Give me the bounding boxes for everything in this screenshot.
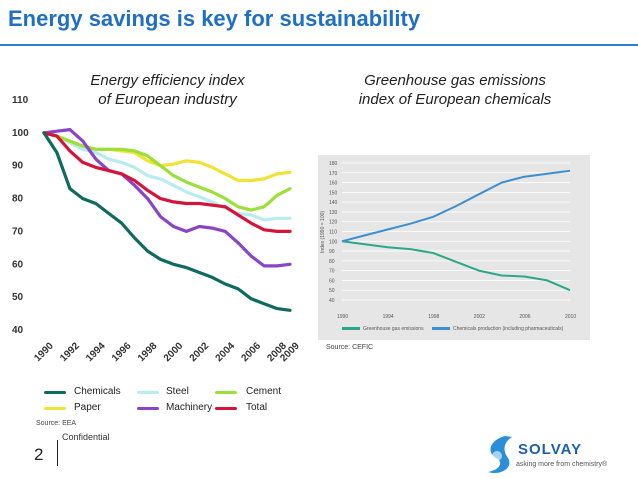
y-tick-label: 50 [12, 292, 24, 303]
x-tick-label: 2006 [240, 340, 264, 364]
legend-label-steel: Steel [166, 386, 189, 397]
logo-tagline: asking more from chemistry® [516, 461, 608, 468]
y-tick-label: 90 [12, 161, 24, 172]
legend-label-total: Total [246, 402, 268, 413]
y-tick-label: 160 [329, 181, 338, 187]
y-tick-label: 110 [329, 230, 337, 236]
x-tick-label: 2006 [519, 314, 530, 320]
right-chart-title-line2: index of European chemicals [358, 91, 552, 108]
x-tick-label: 1998 [136, 340, 160, 364]
x-tick-label: 1996 [110, 340, 134, 364]
x-tick-label: 1994 [84, 340, 108, 364]
x-tick-label: 1992 [58, 340, 82, 364]
y-tick-label: 40 [329, 298, 335, 304]
y-tick-label: 60 [329, 278, 335, 284]
right-chart-panel [318, 155, 590, 340]
y-tick-label: 80 [12, 194, 24, 205]
series-line-greenhouse-gas-emissions [341, 240, 571, 292]
series-line-steel [42, 131, 292, 222]
x-tick-label: 2002 [188, 340, 212, 364]
series-line-chemicals-production-including-pharmaceuticals [341, 169, 571, 243]
left-chart-title-line2: of European industry [98, 91, 237, 108]
legend-label-paper: Paper [74, 402, 101, 413]
x-tick-label: 1998 [428, 314, 439, 320]
y-tick-label: 50 [329, 288, 335, 294]
legend-label-chem-prod: Chemicals production (including pharmace… [453, 326, 564, 332]
legend-label-chemicals: Chemicals [74, 386, 121, 397]
y-tick-label: 120 [329, 220, 338, 226]
legend-label-machinery: Machinery [166, 402, 213, 413]
page-number: 2 [34, 445, 44, 464]
legend-swatch-machinery [137, 407, 159, 410]
y-tick-label: 100 [12, 128, 29, 139]
y-tick-label: 100 [329, 239, 338, 245]
right-source: Source: CEFIC [326, 344, 374, 351]
legend-label-cement: Cement [246, 386, 282, 397]
y-tick-label: 170 [329, 171, 338, 177]
title-underline [0, 44, 638, 46]
x-tick-label: 1990 [32, 340, 56, 364]
y-tick-label: 130 [329, 210, 338, 216]
x-tick-label: 2010 [565, 314, 576, 320]
y-tick-label: 60 [12, 259, 24, 270]
x-tick-label: 2000 [162, 340, 186, 364]
series-line-chemicals [42, 131, 292, 312]
y-tick-label: 110 [12, 95, 29, 106]
legend-swatch-total [215, 407, 237, 410]
legend-swatch-paper [44, 407, 66, 410]
x-tick-label: 1990 [337, 314, 348, 320]
left-chart-title-line1: Energy efficiency index [90, 72, 245, 89]
legend-swatch-steel [137, 391, 159, 394]
y-tick-label: 70 [329, 269, 335, 275]
y-tick-label: 180 [329, 161, 338, 167]
left-source: Source: EEA [36, 420, 77, 427]
legend-swatch-cement [215, 391, 237, 394]
x-tick-label: 2004 [214, 340, 238, 364]
right-chart-title-line1: Greenhouse gas emissions [364, 72, 546, 89]
legend-swatch-chem-prod [432, 327, 450, 330]
y-tick-label: 90 [329, 249, 335, 255]
page-number-divider [57, 440, 58, 466]
x-tick-label: 1994 [383, 314, 394, 320]
x-tick-label: 2002 [474, 314, 485, 320]
logo-name: SOLVAY [518, 441, 583, 458]
y-tick-label: 140 [329, 200, 338, 206]
legend-swatch-ghg [342, 327, 360, 330]
y-tick-label: 150 [329, 190, 338, 196]
series-line-machinery [42, 128, 292, 268]
confidential-label: Confidential [62, 432, 110, 442]
legend-swatch-chemicals [44, 391, 66, 394]
y-tick-label: 70 [12, 226, 24, 237]
slide-title: Energy savings is key for sustainability [8, 6, 421, 31]
legend-label-ghg: Greenhouse gas emissions [363, 326, 424, 332]
y-tick-label: 40 [12, 325, 24, 336]
y-axis-label: Index (1990 = 100) [320, 211, 326, 253]
series-line-total [42, 131, 292, 233]
y-tick-label: 80 [329, 259, 335, 265]
